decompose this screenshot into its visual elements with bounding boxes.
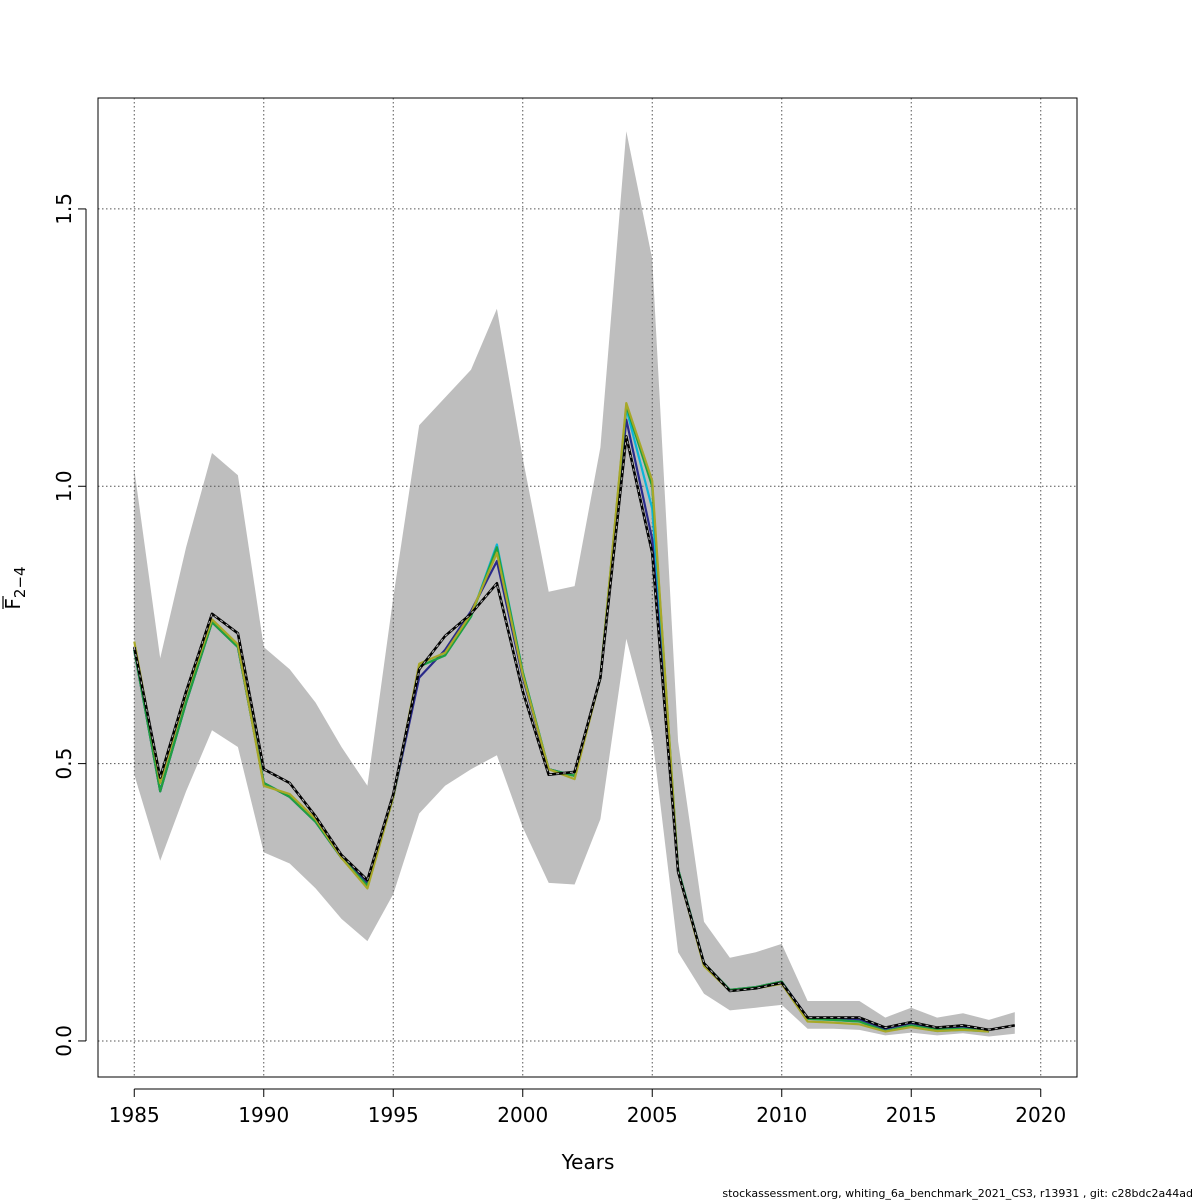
x-tick-label: 1995 bbox=[368, 1103, 419, 1127]
y-axis-title-sub: 2−4 bbox=[11, 566, 29, 598]
x-tick-label: 2020 bbox=[1015, 1103, 1066, 1127]
svg-text:F2−4: F2−4 bbox=[1, 566, 29, 609]
y-tick-label: 0.5 bbox=[52, 748, 76, 780]
plot-frame bbox=[97, 97, 1078, 1078]
x-tick-label: 2010 bbox=[756, 1103, 807, 1127]
axis-layer: 1985 1990 1995 2000 2005 2010 2015 2020 0.0 0.5 1.… bbox=[52, 193, 1066, 1127]
y-tick-label: 0.0 bbox=[52, 1025, 76, 1057]
y-tick-label: 1.5 bbox=[52, 193, 76, 225]
grid-layer bbox=[98, 98, 1077, 1077]
x-tick-label: 2015 bbox=[886, 1103, 937, 1127]
y-axis-title-main: F bbox=[1, 598, 25, 610]
x-axis-title: Years bbox=[561, 1150, 615, 1174]
y-axis-title: F2−4 bbox=[1, 566, 29, 609]
footer-credit: stockassessment.org, whiting_6a_benchmar… bbox=[722, 1187, 1193, 1200]
x-tick-label: 1990 bbox=[238, 1103, 289, 1127]
x-tick-label: 2005 bbox=[627, 1103, 678, 1127]
series-line-base bbox=[133, 435, 1016, 1032]
y-tick-label: 1.0 bbox=[52, 470, 76, 502]
confidence-band bbox=[134, 131, 1015, 1037]
confidence-band-layer bbox=[134, 131, 1015, 1037]
x-tick-label: 2000 bbox=[497, 1103, 548, 1127]
series-layer bbox=[133, 402, 1016, 1033]
x-tick-label: 1985 bbox=[109, 1103, 160, 1127]
